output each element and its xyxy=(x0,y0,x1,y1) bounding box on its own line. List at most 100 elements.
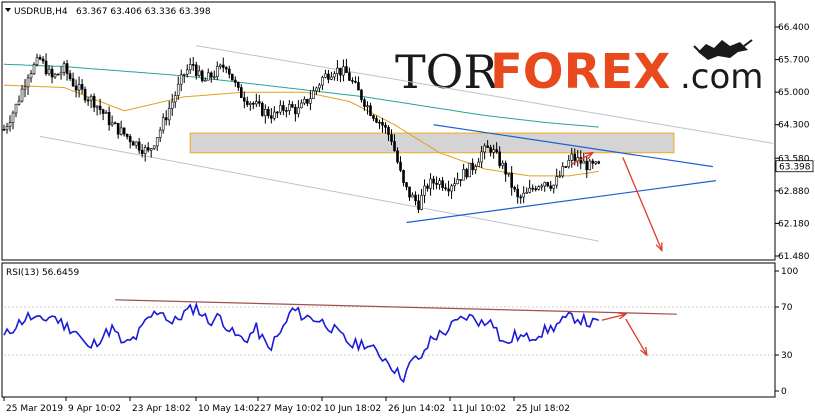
current-price-tag: 63.398 xyxy=(775,160,814,173)
ohlc-values: 63.367 63.406 63.336 63.398 xyxy=(76,7,211,17)
candle-body xyxy=(561,166,565,177)
x-tick-label-0: 25 Mar 2019 xyxy=(6,404,63,414)
candle-body xyxy=(471,162,474,171)
candle-body xyxy=(309,98,312,104)
candle-body xyxy=(519,196,522,199)
candle-body xyxy=(399,161,402,171)
candle-body xyxy=(468,162,471,178)
candle-body xyxy=(77,84,81,91)
rsi-arrow-1-head xyxy=(640,346,648,357)
candle-body xyxy=(435,182,438,185)
rsi-line xyxy=(3,301,600,384)
candle-body xyxy=(17,100,21,105)
price-tick-label-0: 66.400 xyxy=(778,23,810,33)
price-tick-label-3: 64.300 xyxy=(778,121,810,131)
candle-body xyxy=(456,179,459,184)
candle-body xyxy=(71,78,75,87)
candle-body xyxy=(591,160,595,164)
candle-body xyxy=(426,185,429,189)
candle-body xyxy=(462,169,465,181)
price-panel-border xyxy=(1,1,776,261)
candle-body xyxy=(264,109,267,116)
candle-body xyxy=(170,101,174,109)
candle-body xyxy=(423,185,426,196)
channel-lines xyxy=(39,45,774,242)
candle-body xyxy=(149,148,153,151)
price-tick-label-1: 65.700 xyxy=(778,56,810,66)
candle-body xyxy=(534,188,537,191)
candle-body xyxy=(110,122,114,126)
price-y-axis: 66.400 65.700 65.000 64.300 63.580 62.880 62.1… xyxy=(775,23,810,262)
x-tick-label-2: 23 Apr 18:02 xyxy=(132,404,191,414)
candle-body xyxy=(306,98,309,104)
candle-body xyxy=(411,194,414,198)
candle-body xyxy=(378,121,381,124)
candle-body xyxy=(143,147,147,155)
candle-body xyxy=(303,98,306,104)
x-tick-label-3: 10 May 14:02 xyxy=(198,404,260,414)
candle-body xyxy=(20,88,24,102)
forecast-arrow-0-head xyxy=(584,151,595,160)
candle-body xyxy=(125,133,129,137)
candle-body xyxy=(327,73,330,80)
candle-body xyxy=(567,160,571,168)
candle-body xyxy=(294,106,297,115)
candle-body xyxy=(29,73,33,79)
candle-body xyxy=(438,180,441,185)
candle-body xyxy=(206,72,210,81)
candle-body xyxy=(164,117,168,121)
rsi-arrow-0-head xyxy=(617,312,628,320)
candle-body xyxy=(330,76,333,80)
candle-body xyxy=(35,57,39,65)
candle-body xyxy=(549,185,553,189)
dropdown-triangle-icon[interactable] xyxy=(5,8,11,12)
candle-body xyxy=(188,64,192,71)
candle-body xyxy=(101,109,105,114)
candle-body xyxy=(23,86,27,90)
candle-body xyxy=(429,178,432,189)
price-header: USDRUB,H4 63.367 63.406 63.336 63.398 xyxy=(5,7,211,17)
candle-body xyxy=(396,150,399,163)
candle-body xyxy=(128,136,132,143)
candle-body xyxy=(360,89,363,101)
candle-body xyxy=(258,101,261,104)
candle-body xyxy=(345,66,348,74)
candle-body xyxy=(333,73,336,78)
candle-body xyxy=(354,81,357,83)
x-tick-label-1: 9 Apr 10:02 xyxy=(68,404,121,414)
candle-body xyxy=(459,179,462,181)
rsi-series xyxy=(3,299,773,384)
candle-body xyxy=(453,183,456,187)
candle-body xyxy=(372,115,375,119)
candle-body xyxy=(50,68,54,78)
candle-body xyxy=(531,187,534,190)
candle-body xyxy=(131,141,135,146)
candle-body xyxy=(65,63,69,74)
candle-body xyxy=(594,161,598,164)
candle-body xyxy=(417,200,420,210)
candle-body xyxy=(249,102,252,105)
forecast-arrow-1-shaft xyxy=(622,157,663,251)
candle-body xyxy=(237,82,240,88)
candle-body xyxy=(68,73,72,80)
candle-body xyxy=(318,84,321,89)
candle-body xyxy=(270,115,273,119)
candle-body xyxy=(273,111,276,119)
candle-body xyxy=(552,184,556,189)
candle-body xyxy=(276,111,279,114)
candle-body xyxy=(291,104,294,108)
candle-body xyxy=(450,185,453,192)
candle-body xyxy=(218,64,222,67)
rsi-trend-line xyxy=(115,299,677,315)
candle-body xyxy=(47,68,51,75)
candle-body xyxy=(56,73,60,76)
candle-body xyxy=(522,192,525,198)
candle-body xyxy=(74,85,78,91)
candle-body xyxy=(570,153,574,161)
candle-body xyxy=(92,96,96,108)
candle-body xyxy=(525,192,528,194)
forecast-arrow-0-shaft xyxy=(571,152,594,165)
candle-body xyxy=(215,66,219,77)
rsi-header: RSI(13) 56.6459 xyxy=(6,268,79,278)
